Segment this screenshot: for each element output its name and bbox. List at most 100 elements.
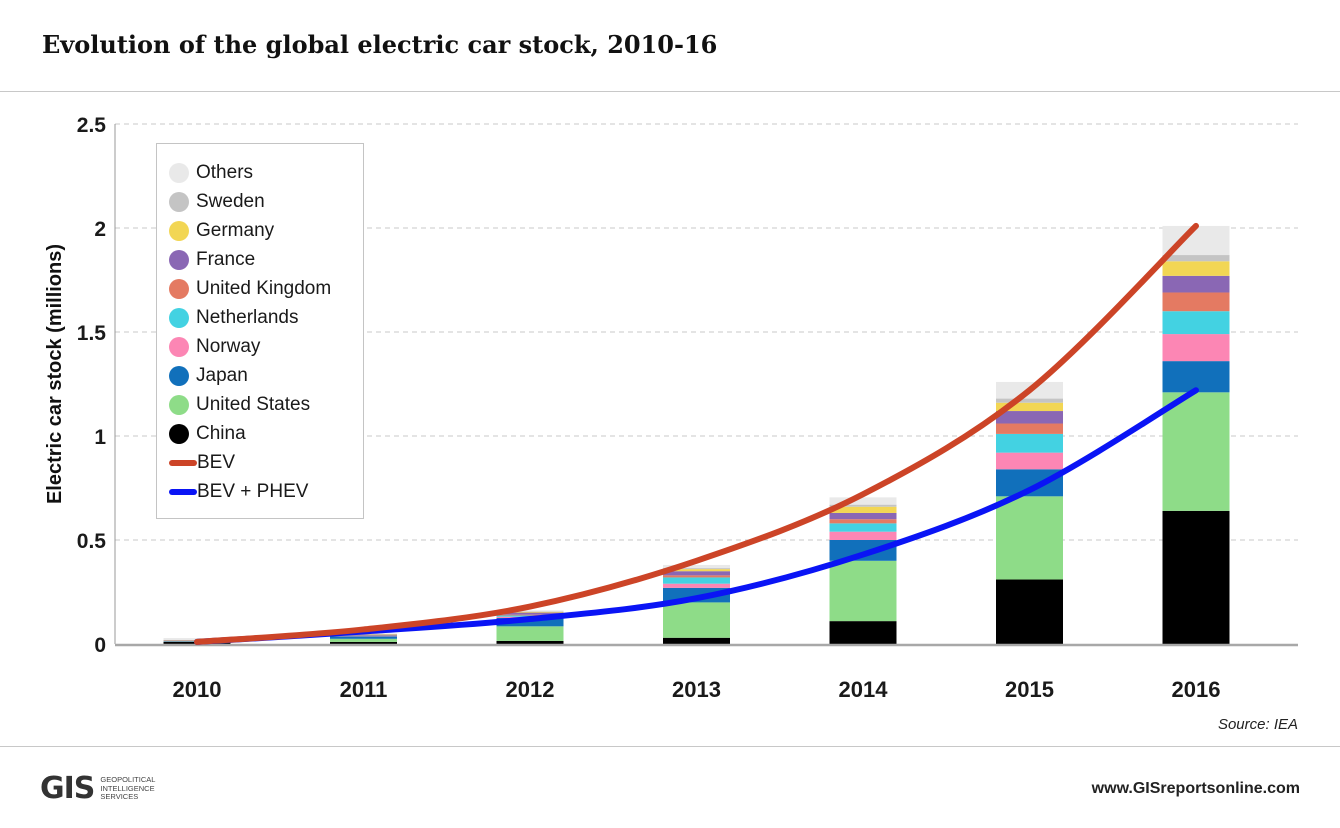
bar-segment-norway [996, 452, 1063, 470]
bar-segment-sweden [1162, 255, 1230, 262]
bar-segment-united-kingdom [829, 519, 897, 524]
gis-logo-mark: GIS [40, 771, 95, 806]
legend-item-japan: Japan [169, 364, 248, 388]
bar-segment-france [996, 411, 1063, 424]
logo-line-3: Services [100, 792, 139, 802]
y-tick-label: 0.5 [77, 530, 107, 553]
x-tick-label: 2014 [839, 677, 889, 702]
bar-segment-japan [829, 540, 897, 561]
bar-segment-germany [496, 611, 564, 613]
legend-label: BEV + PHEV [197, 481, 309, 502]
legend-swatch [169, 250, 189, 270]
bar-segment-norway [663, 583, 730, 588]
x-tick-label: 2012 [506, 677, 555, 702]
bar-segment-others [496, 610, 564, 612]
bar-segment-united-states [1162, 392, 1230, 511]
bar-segment-sweden [996, 398, 1063, 403]
bar-segment-china [829, 621, 897, 644]
bar-segment-others [663, 564, 730, 569]
bar-segment-united-states [829, 560, 897, 622]
bar-segment-norway [1162, 334, 1230, 362]
y-tick-label: 0 [94, 634, 106, 657]
legend-item-netherlands: Netherlands [169, 306, 298, 330]
bar-segment-china [663, 637, 730, 644]
series-line-bev [194, 222, 1199, 645]
bar-segment-netherlands [829, 523, 897, 532]
bar-segment-france [1162, 275, 1230, 293]
bar-segment-norway [330, 635, 397, 637]
legend-item-norway: Norway [169, 335, 260, 359]
bar-segment-united-states [330, 638, 397, 642]
footer-divider [0, 746, 1340, 747]
bar-segment-china [996, 579, 1063, 644]
legend-swatch [169, 221, 189, 241]
legend-label: United Kingdom [196, 278, 332, 299]
legend-swatch [169, 163, 189, 183]
bar-segment-france [330, 634, 397, 636]
legend-item-china: China [169, 422, 246, 446]
bar-segment-norway [829, 531, 897, 540]
legend-swatch [169, 279, 189, 299]
legend-item-bev-phev: BEV + PHEV [169, 480, 308, 504]
legend-label: Netherlands [196, 307, 299, 328]
y-tick-label: 1 [94, 426, 106, 449]
bar-segment-france [663, 571, 730, 576]
legend-label: United States [196, 394, 311, 415]
bar-segment-netherlands [663, 577, 730, 584]
bar-segment-china [496, 640, 564, 644]
legend-item-sweden: Sweden [169, 190, 265, 214]
bar-segment-netherlands [996, 433, 1063, 453]
legend-item-united-states: United States [169, 393, 310, 417]
x-tick-label: 2010 [173, 677, 222, 702]
bar-segment-japan [1162, 361, 1230, 393]
bar-segment-sweden [829, 504, 897, 507]
legend-item-others: Others [169, 161, 253, 185]
chart-legend: Others Sweden Germany France United Kingdom N… [156, 143, 364, 519]
legend-swatch [169, 460, 197, 466]
legend-swatch [169, 489, 197, 495]
website-link[interactable]: www.GISreportsonline.com [1091, 780, 1300, 797]
y-axis-label: Electric car stock (millions) [44, 244, 66, 504]
bar-segment-sweden [496, 611, 564, 612]
bar-segment-united-kingdom [996, 423, 1063, 434]
legend-item-bev: BEV [169, 451, 235, 475]
legend-swatch [169, 366, 189, 386]
bar-segment-united-states [496, 626, 564, 641]
bar-segment-united-kingdom [1162, 292, 1230, 312]
x-tick-label: 2015 [1005, 677, 1054, 702]
legend-label: Norway [196, 336, 261, 357]
x-tick-label: 2016 [1172, 677, 1221, 702]
bar-segment-united-states [996, 496, 1063, 580]
legend-swatch [169, 395, 189, 415]
bar-segment-others [829, 497, 897, 505]
bar-segment-united-states [663, 602, 730, 638]
legend-label: Japan [196, 365, 248, 386]
y-tick-label: 1.5 [77, 322, 107, 345]
legend-label: France [196, 249, 256, 270]
bar-segment-united-kingdom [496, 614, 564, 616]
legend-label: Germany [196, 220, 275, 241]
logo-line-1: Geopolitical [100, 775, 156, 785]
bar-segment-germany [829, 506, 897, 513]
legend-swatch [169, 424, 189, 444]
bar-segment-china [1162, 510, 1230, 644]
source-note: Source: IEA [1217, 716, 1298, 733]
y-tick-label: 2 [94, 218, 106, 241]
legend-swatch [169, 192, 189, 212]
bar-segment-united-kingdom [663, 575, 730, 578]
bar-segment-france [496, 612, 564, 615]
legend-label: China [196, 423, 246, 444]
bar-segment-germany [996, 402, 1063, 412]
bar-segment-united-kingdom [330, 635, 397, 636]
bar-segment-japan [330, 636, 397, 639]
bar-segment-germany [1162, 261, 1230, 276]
gis-logo: GIS Geopolitical Intelligence Services [40, 774, 155, 804]
bar-segment-france [829, 512, 897, 520]
bar-segment-japan [496, 618, 564, 627]
header-divider [0, 91, 1340, 92]
x-tick-label: 2011 [340, 677, 388, 702]
legend-item-france: France [169, 248, 255, 272]
legend-item-united-kingdom: United Kingdom [169, 277, 331, 301]
gis-logo-text: Geopolitical Intelligence Services [100, 776, 155, 802]
